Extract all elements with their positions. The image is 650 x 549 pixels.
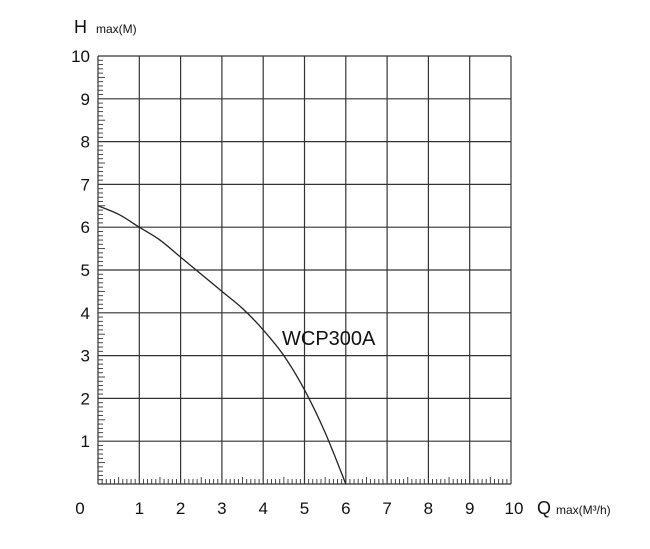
y-tick-label: 8 — [81, 133, 90, 152]
x-tick-labels: 0 1 2 3 4 5 6 7 8 9 10 — [75, 499, 523, 518]
y-axis-unit: max(M) — [96, 22, 137, 36]
series-label: WCP300A — [282, 328, 376, 350]
x-tick-label: 3 — [217, 499, 226, 518]
x-axis-unit: max(M³/h) — [556, 503, 611, 517]
x-axis-label: Q — [537, 498, 551, 518]
grid — [97, 55, 512, 485]
x-tick-label: 9 — [465, 499, 474, 518]
y-tick-label: 10 — [71, 47, 90, 66]
y-tick-label: 3 — [81, 347, 90, 366]
y-axis-label: H — [74, 17, 87, 37]
x-tick-label: 5 — [300, 499, 309, 518]
minor-ticks — [98, 59, 508, 484]
y-tick-label: 5 — [81, 261, 90, 280]
x-tick-label: 10 — [505, 499, 524, 518]
x-tick-label: 6 — [341, 499, 350, 518]
y-tick-label: 2 — [81, 389, 90, 408]
y-tick-label: 9 — [81, 90, 90, 109]
y-tick-label: 7 — [81, 175, 90, 194]
x-tick-label: 2 — [176, 499, 185, 518]
series-group — [97, 205, 347, 485]
y-tick-label: 6 — [81, 218, 90, 237]
x-tick-label: 0 — [75, 499, 84, 518]
x-tick-label: 1 — [135, 499, 144, 518]
x-tick-label: 8 — [424, 499, 433, 518]
y-tick-label: 1 — [81, 432, 90, 451]
x-tick-label: 4 — [258, 499, 267, 518]
y-tick-labels: 1 2 3 4 5 6 7 8 9 10 — [71, 47, 90, 451]
x-tick-label: 7 — [382, 499, 391, 518]
series-line — [97, 205, 347, 485]
y-tick-label: 4 — [81, 304, 90, 323]
